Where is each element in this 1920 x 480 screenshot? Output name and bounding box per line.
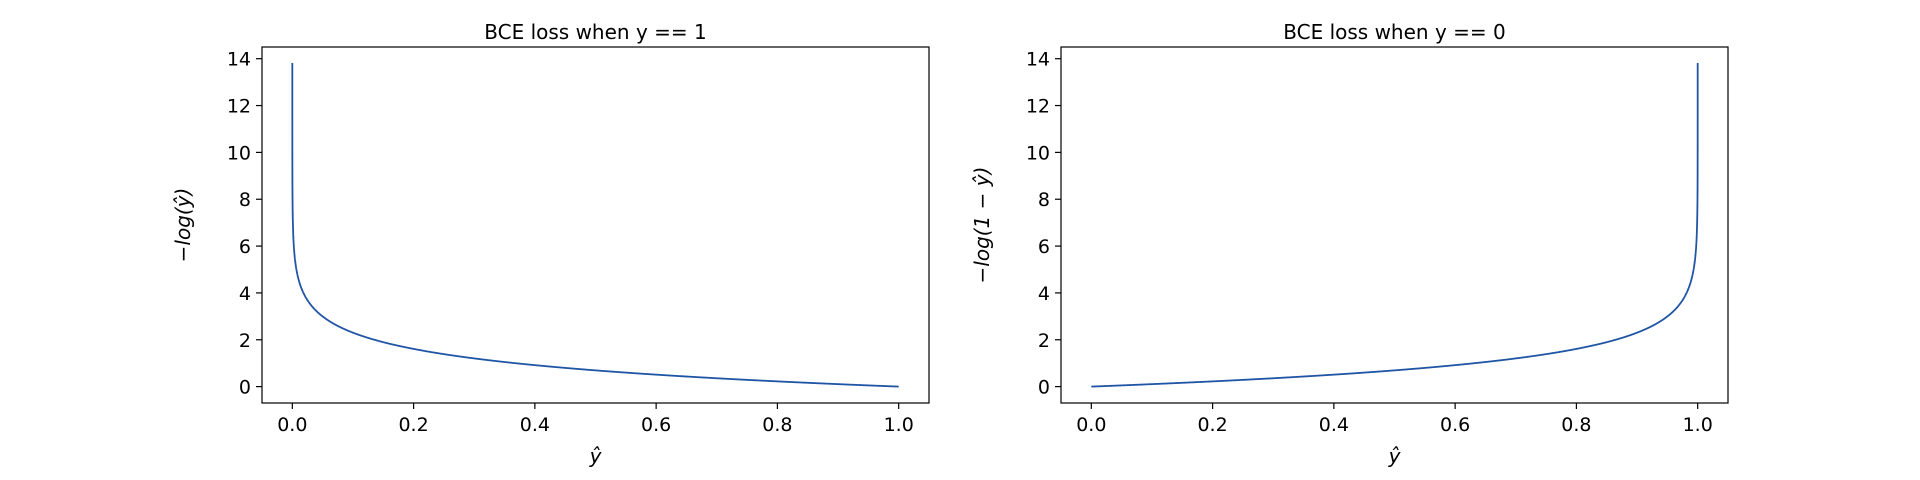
- plot-frame: [261, 46, 930, 404]
- x-tick-label: 0.6: [1440, 414, 1470, 436]
- x-tick-label: 0.8: [1561, 414, 1591, 436]
- y-axis-label: −log(1 − ŷ): [970, 167, 994, 284]
- y-tick-label: 4: [1038, 283, 1050, 305]
- x-axis-label: ŷ: [589, 444, 603, 468]
- y-tick-label: 14: [227, 49, 251, 71]
- y-tick-label: 14: [1026, 49, 1050, 71]
- chart-bce-y1: BCE loss when y == 1 0.0 0.2 0.4 0.6 0.8 1.0 0 2…: [171, 20, 930, 468]
- y-tick-label: 10: [227, 142, 251, 164]
- plot-frame: [1060, 46, 1729, 404]
- x-tick-label: 0.8: [762, 414, 792, 436]
- x-axis-label: ŷ: [1388, 444, 1402, 468]
- y-tick-label: 12: [227, 96, 251, 118]
- y-tick-label: 8: [239, 189, 251, 211]
- y-tick-label: 0: [239, 377, 251, 399]
- y-tick-label: 2: [239, 330, 251, 352]
- y-tick-label: 8: [1038, 189, 1050, 211]
- y-tick-label: 6: [239, 236, 251, 258]
- x-tick-label: 0.4: [1319, 414, 1349, 436]
- x-tick-label: 0.2: [398, 414, 428, 436]
- x-tick-label: 1.0: [1683, 414, 1713, 436]
- y-tick-label: 4: [239, 283, 251, 305]
- y-tick-label: 0: [1038, 377, 1050, 399]
- x-tick-label: 0.2: [1197, 414, 1227, 436]
- x-tick-label: 0.0: [277, 414, 307, 436]
- y-tick-label: 12: [1026, 96, 1050, 118]
- y-tick-label: 10: [1026, 142, 1050, 164]
- x-tick-label: 1.0: [884, 414, 914, 436]
- y-tick-label: 6: [1038, 236, 1050, 258]
- x-tick-label: 0.6: [641, 414, 671, 436]
- chart-title: BCE loss when y == 1: [484, 20, 706, 44]
- x-tick-label: 0.0: [1076, 414, 1106, 436]
- y-tick-label: 2: [1038, 330, 1050, 352]
- series-line: [291, 63, 899, 388]
- x-tick-label: 0.4: [520, 414, 550, 436]
- chart-bce-y0: BCE loss when y == 0 0.0 0.2 0.4 0.6 0.8 1.0 0 2…: [970, 20, 1729, 468]
- y-axis-label: −log(ŷ): [171, 188, 195, 263]
- chart-title: BCE loss when y == 0: [1283, 20, 1505, 44]
- series-line: [1091, 63, 1699, 388]
